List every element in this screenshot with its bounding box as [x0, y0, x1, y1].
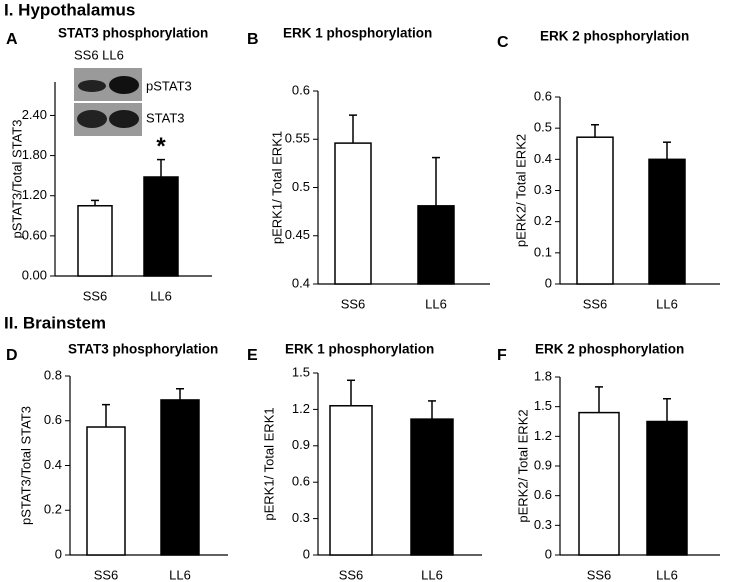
y-tick-label: 0.2 — [534, 213, 552, 228]
x-tick-label: SS6 — [83, 288, 108, 303]
bar — [578, 411, 620, 556]
chart-title: ERK 2 phosphorylation — [535, 342, 684, 357]
x-tick-label: LL6 — [169, 567, 191, 582]
chart-title: STAT3 phosphorylation — [58, 26, 208, 41]
section-title: I. Hypothalamus — [4, 0, 135, 19]
x-tick-label: SS6 — [94, 567, 119, 582]
y-tick-label: 2.40 — [22, 107, 47, 122]
inset-label: pSTAT3 — [146, 78, 192, 93]
chart-title: ERK 2 phosphorylation — [540, 29, 689, 44]
x-tick-label: SS6 — [583, 296, 608, 311]
y-tick-label: 0.45 — [285, 227, 310, 242]
y-tick-label: 1.20 — [22, 187, 47, 202]
y-tick-label: 0.8 — [44, 367, 62, 382]
blot — [74, 68, 142, 136]
y-axis-label: pERK2/ Total ERK2 — [513, 134, 528, 247]
bar — [143, 176, 179, 277]
y-tick-label: 0.9 — [292, 437, 310, 452]
y-tick-label: 0.55 — [285, 131, 310, 146]
y-tick-label: 0.3 — [534, 517, 552, 532]
bar — [334, 142, 372, 285]
y-tick-label: 1.2 — [534, 428, 552, 443]
y-tick-label: 0.6 — [534, 88, 552, 103]
x-tick-label: LL6 — [150, 288, 172, 303]
y-tick-label: 0 — [303, 546, 310, 561]
x-tick-label: SS6 — [587, 567, 612, 582]
panel-letter: A — [6, 31, 18, 48]
bar — [648, 158, 686, 285]
y-tick-label: 1.5 — [292, 364, 310, 379]
y-tick-label: 0.3 — [534, 182, 552, 197]
inset-label: STAT3 — [146, 110, 185, 125]
y-tick-label: 0.5 — [292, 179, 310, 194]
y-tick-label: 0 — [55, 546, 62, 561]
inset-label: SS6 LL6 — [74, 47, 124, 62]
y-axis-label: pSTAT3/Total STAT3 — [9, 120, 24, 239]
y-axis-label: pERK2/ Total ERK2 — [515, 409, 530, 522]
bar — [77, 205, 113, 277]
x-tick-label: SS6 — [341, 296, 366, 311]
y-axis-label: pSTAT3/Total STAT3 — [18, 406, 33, 525]
y-tick-label: 0 — [545, 275, 552, 290]
y-tick-label: 1.5 — [534, 398, 552, 413]
y-tick-label: 0.00 — [22, 267, 47, 282]
y-tick-label: 0.4 — [534, 151, 552, 166]
panel-letter: C — [497, 34, 509, 51]
section-title: II. Brainstem — [4, 313, 106, 332]
x-tick-label: LL6 — [656, 296, 678, 311]
annotation: * — [156, 133, 166, 160]
bar — [86, 426, 126, 556]
panel-letter: E — [247, 347, 258, 364]
x-tick-label: LL6 — [421, 567, 443, 582]
y-tick-label: 0.6 — [292, 474, 310, 489]
y-tick-label: 0.4 — [44, 457, 62, 472]
chart-title: ERK 1 phosphorylation — [283, 26, 432, 41]
bar — [417, 205, 455, 285]
bar — [576, 136, 614, 285]
y-tick-label: 0.3 — [292, 510, 310, 525]
y-tick-label: 0.2 — [44, 502, 62, 517]
y-tick-label: 1.80 — [22, 147, 47, 162]
y-tick-label: 0.4 — [292, 275, 310, 290]
y-tick-label: 1.2 — [292, 401, 310, 416]
x-tick-label: LL6 — [656, 567, 678, 582]
panel-letter: B — [247, 31, 259, 48]
chart-title: STAT3 phosphorylation — [68, 342, 218, 357]
bar — [410, 418, 454, 556]
y-tick-label: 0.6 — [534, 487, 552, 502]
y-tick-label: 0.6 — [292, 82, 310, 97]
y-tick-label: 0.5 — [534, 120, 552, 135]
y-tick-label: 0.1 — [534, 244, 552, 259]
bar — [329, 405, 373, 556]
y-tick-label: 0.6 — [44, 412, 62, 427]
y-tick-label: 0.9 — [534, 457, 552, 472]
y-axis-label: pERK1/ Total ERK1 — [261, 407, 276, 520]
y-tick-label: 1.8 — [534, 368, 552, 383]
panel-letter: D — [6, 347, 18, 364]
y-tick-label: 0.60 — [22, 227, 47, 242]
panel-letter: F — [497, 347, 507, 364]
x-tick-label: LL6 — [425, 296, 447, 311]
y-tick-label: 0 — [545, 546, 552, 561]
x-tick-label: SS6 — [339, 567, 364, 582]
y-axis-label: pERK1/ Total ERK1 — [269, 131, 284, 244]
bar — [646, 420, 688, 556]
chart-title: ERK 1 phosphorylation — [285, 342, 434, 357]
bar — [160, 399, 200, 556]
